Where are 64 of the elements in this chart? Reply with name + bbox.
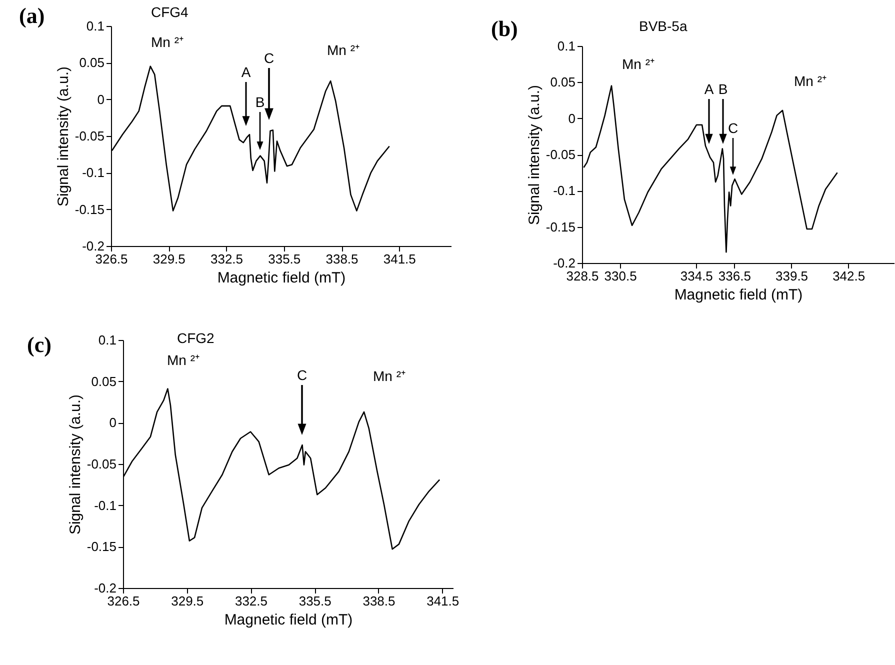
y-tick-label: -0.15	[546, 219, 576, 234]
text: BVB-5a	[639, 18, 688, 34]
annotation: CFG2	[177, 330, 215, 346]
y-tick-label: 0.1	[557, 38, 576, 54]
y-tick-label: -0.05	[86, 456, 116, 472]
y-tick-label: -0.1	[553, 183, 576, 198]
annotation: B	[718, 81, 728, 97]
x-tick-label: 338.5	[362, 594, 396, 608]
annotation: C	[264, 50, 274, 66]
y-tick-label: -0.05	[74, 128, 104, 144]
y-axis-title: Signal intensity (a.u.)	[66, 394, 84, 535]
x-tick-label: 332.5	[210, 252, 244, 266]
y-tick-label: 0	[109, 415, 116, 430]
annotation: A	[704, 81, 714, 97]
x-tick-label: 332.5	[234, 594, 268, 608]
x-tick-label: 326.5	[107, 594, 140, 608]
x-tick-label: 330.5	[604, 268, 637, 284]
annotation: A	[241, 64, 252, 80]
y-tick-label: -0.2	[94, 580, 116, 596]
annotation: Mn ²⁺	[151, 34, 184, 50]
y-tick-label: -0.2	[82, 238, 104, 254]
x-tick-label: 335.5	[268, 252, 301, 266]
y-tick-label: 0.05	[79, 55, 104, 70]
annotation: Mn ²⁺	[327, 42, 360, 58]
x-tick-label: 339.5	[775, 268, 808, 284]
x-tick-label: 329.5	[171, 594, 204, 608]
x-tick-label: 336.5	[718, 268, 751, 284]
y-tick-label: 0.05	[550, 74, 576, 90]
y-axis-title: Signal intensity (a.u.)	[54, 66, 72, 207]
x-tick-label: 328.5	[566, 268, 599, 284]
x-tick-label: 335.5	[298, 594, 332, 608]
x-axis-title: Magnetic field (mT)	[224, 612, 353, 628]
x-axis-title: Magnetic field (mT)	[674, 286, 803, 304]
chart-title: (b)	[491, 16, 518, 41]
x-tick-label: 326.5	[95, 252, 128, 266]
x-tick-label: 341.5	[426, 594, 460, 608]
y-tick-label: -0.05	[546, 147, 576, 162]
x-tick-label: 329.5	[152, 252, 186, 266]
annotation: B	[255, 94, 265, 110]
y-tick-label: 0.1	[86, 18, 104, 34]
annotation: Mn ²⁺	[373, 368, 406, 384]
annotation: Mn ²⁺	[167, 352, 200, 368]
x-tick-label: 338.5	[326, 252, 358, 266]
annotation: C	[728, 120, 738, 136]
chart-title: (a)	[19, 3, 45, 28]
y-tick-label: 0	[568, 110, 576, 126]
y-tick-label: -0.15	[86, 539, 116, 554]
y-tick-label: -0.2	[553, 256, 576, 270]
y-tick-label: -0.1	[82, 165, 104, 180]
y-tick-label: -0.15	[74, 202, 104, 217]
y-axis-title: Signal intensity (a.u.)	[526, 84, 543, 226]
annotation: Mn ²⁺	[622, 56, 655, 72]
x-axis-title: Magnetic field (mT)	[217, 270, 346, 286]
x-tick-label: 334.5	[680, 268, 713, 284]
annotation: C	[296, 367, 308, 383]
chart-title: (c)	[27, 332, 52, 357]
y-tick-label: 0.05	[91, 374, 116, 389]
x-tick-label: 342.5	[832, 268, 866, 284]
y-tick-label: 0.1	[98, 332, 116, 348]
y-tick-label: 0	[97, 92, 104, 107]
text: CFG4	[151, 4, 189, 20]
x-tick-label: 341.5	[383, 252, 416, 266]
y-tick-label: -0.1	[94, 498, 116, 513]
annotation: Mn ²⁺	[794, 73, 827, 89]
